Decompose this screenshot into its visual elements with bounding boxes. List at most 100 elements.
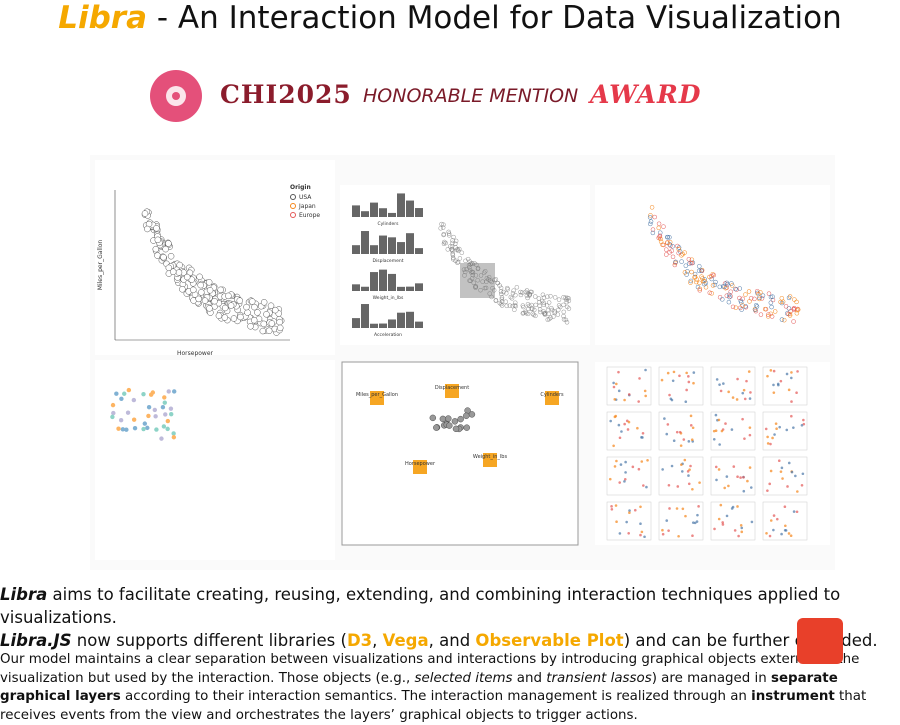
decorative-point — [738, 305, 743, 311]
decorative-point — [152, 245, 160, 253]
decorative-point — [449, 247, 454, 252]
decorative-point — [721, 523, 725, 526]
decorative-point — [548, 294, 553, 299]
decorative-point — [737, 286, 742, 291]
decorative-point — [484, 276, 490, 281]
decorative-point — [236, 297, 244, 304]
decorative-point — [459, 250, 465, 255]
library-link[interactable]: Observable Plot — [475, 631, 624, 650]
x-axis-label: Horsepower — [177, 350, 214, 357]
decorative-point — [172, 389, 177, 394]
decorative-point — [525, 302, 531, 307]
decorative-point — [644, 394, 647, 398]
decorative-point — [789, 534, 793, 538]
decorative-point — [111, 410, 116, 416]
decorative-point — [649, 205, 655, 210]
decorative-point — [248, 298, 256, 305]
decorative-point — [521, 304, 526, 310]
decorative-point — [748, 433, 752, 437]
decorative-point — [489, 294, 494, 300]
decorative-point — [498, 285, 504, 291]
decorative-point — [493, 298, 499, 303]
decorative-point — [687, 474, 690, 477]
decorative-point — [755, 290, 760, 296]
decorative-point — [722, 382, 725, 385]
decorative-point — [566, 296, 571, 301]
decorative-point — [772, 309, 778, 314]
decorative-point — [276, 318, 283, 326]
decorative-point — [627, 420, 631, 424]
decorative-point — [433, 424, 440, 431]
decorative-point — [197, 281, 204, 289]
decorative-point — [481, 270, 487, 275]
decorative-point — [707, 274, 712, 280]
legend-title: Origin — [290, 184, 311, 191]
matrix-cell — [658, 456, 704, 496]
decorative-bar — [361, 231, 369, 254]
decorative-point — [752, 296, 757, 302]
panel — [95, 160, 335, 355]
library-link[interactable]: D3 — [346, 631, 373, 650]
panel — [95, 360, 335, 560]
decorative-point — [677, 249, 683, 254]
decorative-point — [790, 376, 793, 380]
decorative-point — [618, 436, 622, 440]
decorative-point — [671, 379, 675, 383]
decorative-point — [201, 297, 209, 304]
decorative-point — [527, 303, 532, 309]
decorative-point — [748, 466, 752, 469]
decorative-point — [780, 532, 783, 536]
decorative-point — [497, 283, 502, 288]
decorative-point — [757, 296, 762, 302]
decorative-point — [692, 381, 695, 385]
decorative-point — [124, 427, 129, 432]
award-logo — [150, 70, 202, 122]
decorative-point — [463, 258, 468, 264]
decorative-point — [503, 299, 508, 304]
decorative-point — [610, 507, 614, 511]
decorative-point — [713, 279, 718, 285]
decorative-point — [276, 324, 284, 332]
decorative-point — [691, 521, 695, 524]
decorative-bar — [388, 319, 396, 328]
decorative-point — [119, 396, 124, 401]
decorative-point — [766, 374, 769, 378]
decorative-point — [787, 388, 791, 392]
decorative-point — [779, 379, 783, 383]
decorative-point — [696, 513, 699, 517]
decorative-point — [166, 389, 171, 394]
decorative-point — [665, 519, 669, 522]
decorative-point — [227, 302, 235, 309]
decorative-point — [720, 297, 725, 302]
decorative-point — [663, 417, 666, 420]
decorative-point — [525, 311, 531, 317]
decorative-point — [718, 443, 721, 446]
decorative-point — [682, 270, 688, 275]
decorative-point — [217, 286, 224, 294]
decorative-point — [639, 533, 642, 537]
decorative-point — [549, 306, 554, 311]
decorative-point — [696, 268, 702, 274]
decorative-point — [689, 257, 695, 262]
decorative-point — [794, 474, 797, 478]
decorative-point — [498, 289, 504, 294]
decorative-point — [486, 277, 491, 282]
library-link[interactable]: Vega — [382, 631, 429, 650]
decorative-point — [624, 471, 627, 474]
decorative-point — [725, 514, 729, 518]
decorative-point — [168, 406, 174, 411]
decorative-point — [711, 272, 716, 278]
decorative-point — [689, 414, 693, 418]
decorative-point — [453, 238, 459, 244]
decorative-point — [681, 507, 685, 511]
decorative-point — [670, 464, 674, 468]
matrix-cell — [762, 501, 808, 541]
decorative-point — [499, 296, 505, 302]
decorative-point — [697, 286, 703, 292]
decorative-point — [453, 241, 458, 246]
decorative-point — [556, 303, 562, 308]
decorative-point — [450, 240, 455, 246]
legend-swatch — [290, 194, 296, 200]
decorative-point — [769, 369, 773, 372]
